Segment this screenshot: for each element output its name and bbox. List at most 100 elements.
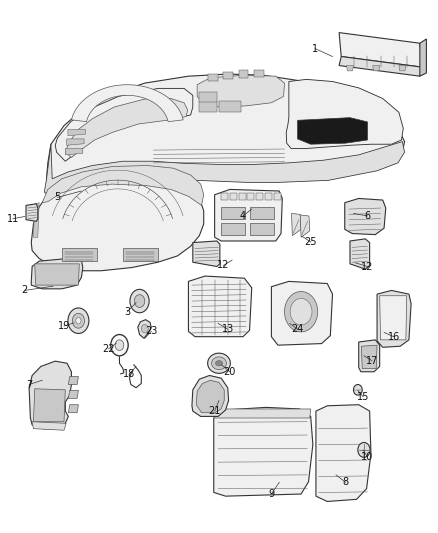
Polygon shape <box>291 213 301 236</box>
Text: 6: 6 <box>364 211 371 221</box>
Polygon shape <box>65 99 187 158</box>
Polygon shape <box>256 193 263 200</box>
Polygon shape <box>192 375 229 416</box>
Text: 7: 7 <box>26 379 32 390</box>
Polygon shape <box>221 193 228 200</box>
Polygon shape <box>31 259 83 289</box>
Text: 3: 3 <box>124 306 131 317</box>
Text: 18: 18 <box>124 369 136 379</box>
Polygon shape <box>26 204 38 221</box>
Polygon shape <box>44 142 405 204</box>
Text: 23: 23 <box>145 326 158 336</box>
Polygon shape <box>68 130 85 136</box>
Polygon shape <box>32 422 66 430</box>
Polygon shape <box>316 405 371 502</box>
Polygon shape <box>62 248 97 261</box>
Ellipse shape <box>215 361 223 366</box>
Circle shape <box>353 384 362 395</box>
Polygon shape <box>197 75 285 107</box>
Text: 4: 4 <box>240 211 246 221</box>
Text: 16: 16 <box>388 332 400 342</box>
Text: 2: 2 <box>21 286 28 295</box>
Polygon shape <box>350 239 370 269</box>
Text: 25: 25 <box>304 237 317 247</box>
Polygon shape <box>339 33 422 67</box>
Polygon shape <box>297 118 367 144</box>
Polygon shape <box>33 203 39 237</box>
Circle shape <box>285 292 318 332</box>
Ellipse shape <box>208 353 230 373</box>
Circle shape <box>130 289 149 313</box>
Polygon shape <box>254 70 264 77</box>
Ellipse shape <box>212 357 226 369</box>
Polygon shape <box>300 215 310 237</box>
Polygon shape <box>359 340 380 372</box>
Polygon shape <box>380 296 407 340</box>
Polygon shape <box>68 390 78 398</box>
Circle shape <box>115 340 124 351</box>
Polygon shape <box>123 248 158 261</box>
Text: 13: 13 <box>222 324 234 334</box>
Polygon shape <box>286 79 403 149</box>
Polygon shape <box>33 389 65 422</box>
Polygon shape <box>399 66 406 71</box>
Polygon shape <box>361 345 377 368</box>
Polygon shape <box>193 241 220 266</box>
Text: 21: 21 <box>208 406 221 416</box>
Polygon shape <box>373 66 380 71</box>
Circle shape <box>358 442 370 457</box>
Polygon shape <box>250 207 274 219</box>
Text: 8: 8 <box>343 478 349 487</box>
Polygon shape <box>196 380 224 413</box>
Polygon shape <box>68 376 78 384</box>
Polygon shape <box>420 39 426 76</box>
Polygon shape <box>138 320 151 338</box>
Text: 9: 9 <box>268 489 275 499</box>
Polygon shape <box>239 193 246 200</box>
Polygon shape <box>346 66 353 71</box>
Polygon shape <box>42 165 204 205</box>
Polygon shape <box>35 264 79 285</box>
Circle shape <box>68 308 89 334</box>
Polygon shape <box>250 223 274 235</box>
Circle shape <box>134 295 145 308</box>
Polygon shape <box>199 101 217 112</box>
Polygon shape <box>214 407 313 496</box>
Text: 20: 20 <box>224 367 236 377</box>
Polygon shape <box>223 72 233 79</box>
Polygon shape <box>67 139 84 146</box>
Polygon shape <box>31 181 204 271</box>
Polygon shape <box>68 405 78 413</box>
Polygon shape <box>65 149 83 155</box>
Polygon shape <box>345 198 386 235</box>
Text: 19: 19 <box>58 321 70 331</box>
Polygon shape <box>219 101 241 112</box>
Text: 10: 10 <box>361 452 374 462</box>
Circle shape <box>111 335 128 356</box>
Polygon shape <box>46 74 405 201</box>
Text: 12: 12 <box>217 261 230 270</box>
Polygon shape <box>199 92 217 102</box>
Text: 22: 22 <box>102 344 115 354</box>
Text: 15: 15 <box>357 392 369 402</box>
Polygon shape <box>272 281 332 345</box>
Polygon shape <box>339 56 422 76</box>
Circle shape <box>290 298 312 325</box>
Polygon shape <box>215 189 283 241</box>
Polygon shape <box>71 85 183 122</box>
Polygon shape <box>221 207 245 219</box>
Text: 24: 24 <box>291 324 304 334</box>
Text: 11: 11 <box>7 214 19 224</box>
Polygon shape <box>29 361 71 429</box>
Circle shape <box>141 325 148 333</box>
Circle shape <box>76 318 81 324</box>
Text: 1: 1 <box>312 44 318 53</box>
Polygon shape <box>274 193 281 200</box>
Polygon shape <box>208 74 218 82</box>
Polygon shape <box>239 70 248 78</box>
Text: 17: 17 <box>366 356 378 366</box>
Polygon shape <box>55 88 193 161</box>
Polygon shape <box>221 223 245 235</box>
Text: 5: 5 <box>54 192 60 203</box>
Polygon shape <box>377 290 411 348</box>
